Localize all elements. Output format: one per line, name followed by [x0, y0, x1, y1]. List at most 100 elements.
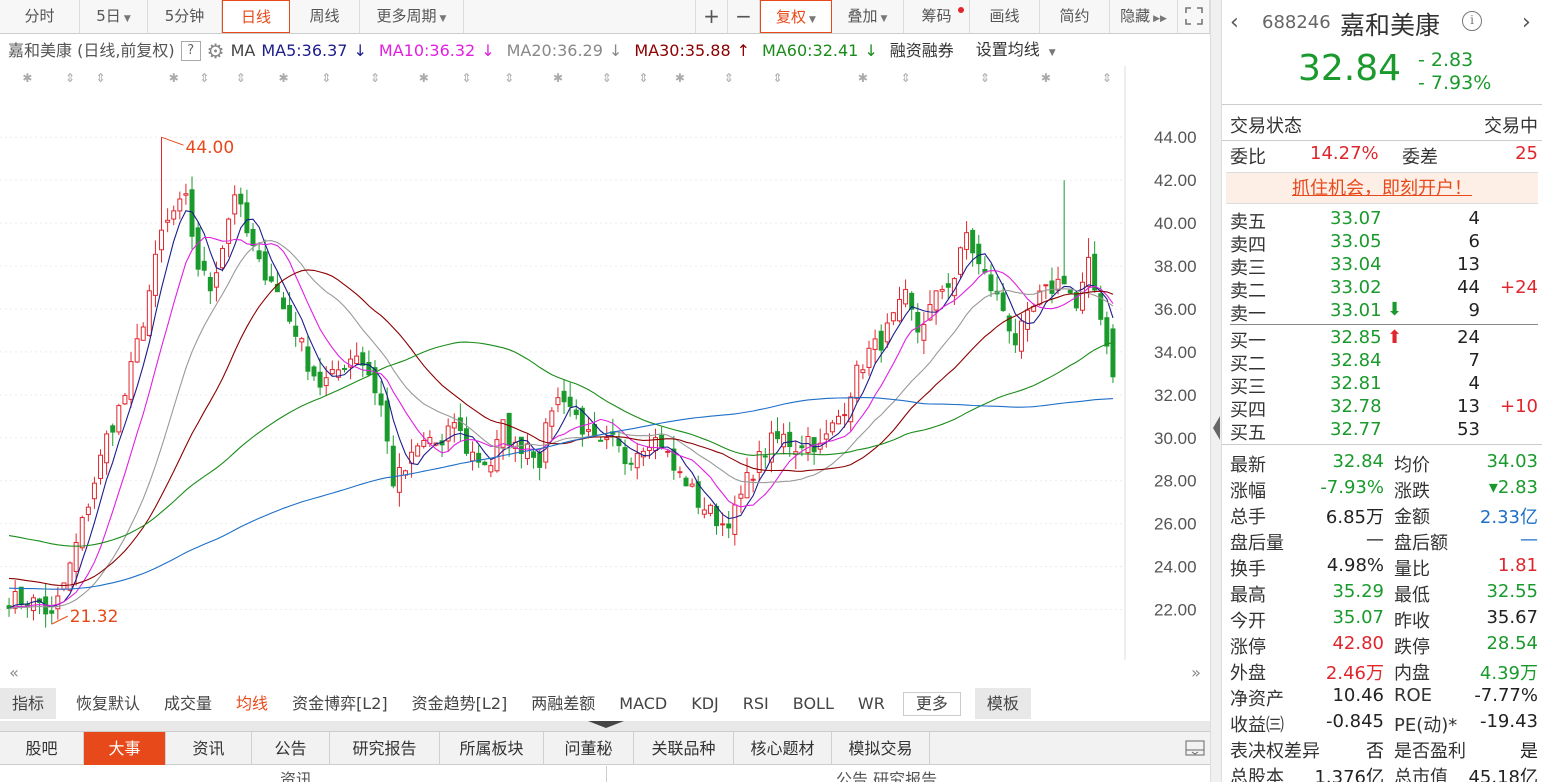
zoom-out-button[interactable]: −: [728, 0, 760, 33]
tab-events[interactable]: 大事: [84, 732, 166, 765]
event-marker-icon[interactable]: ⇕: [980, 71, 990, 85]
back-chevron-icon[interactable]: ‹: [1230, 10, 1239, 35]
event-marker-icon[interactable]: ⇕: [504, 71, 514, 85]
event-marker-icon[interactable]: ⇕: [370, 71, 380, 85]
margin-trading-link[interactable]: 融资融券: [889, 41, 954, 60]
tab-restore-default[interactable]: 恢复默认: [76, 694, 141, 713]
stats-row: 表决权差异 否是否盈利 是: [1230, 737, 1538, 762]
event-marker-icon[interactable]: ✱: [1041, 71, 1051, 85]
ask-row[interactable]: 卖二 33.02 44 +24: [1230, 277, 1538, 302]
ask-row[interactable]: 卖一 33.01 9: [1230, 300, 1538, 325]
tab-more-periods[interactable]: 更多周期 ▼: [360, 0, 464, 33]
event-marker-icon[interactable]: ⇕: [321, 71, 331, 85]
tab-rsi[interactable]: RSI: [742, 694, 769, 713]
event-marker-icon[interactable]: ⇕: [724, 71, 734, 85]
tab-margin-diff[interactable]: 两融差额: [531, 694, 596, 713]
ask-row[interactable]: 卖四 33.05 6: [1230, 231, 1538, 256]
open-account-banner[interactable]: 抓住机会，即刻开户！: [1226, 172, 1538, 204]
event-marker-icon[interactable]: ✱: [169, 71, 179, 85]
tab-macd[interactable]: MACD: [619, 694, 668, 713]
tab-moving-average[interactable]: 均线: [236, 694, 269, 713]
tab-5min[interactable]: 5分钟: [148, 0, 222, 33]
event-marker-icon[interactable]: ✱: [675, 71, 685, 85]
tab-volume[interactable]: 成交量: [164, 694, 213, 713]
fullscreen-icon: [1184, 7, 1203, 25]
event-marker-icon[interactable]: ✱: [553, 71, 563, 85]
event-marker-icon[interactable]: ✱: [22, 71, 32, 85]
chevron-down-icon: ▼: [123, 14, 131, 24]
tab-weekly[interactable]: 周线: [290, 0, 360, 33]
panel-splitter[interactable]: [1210, 0, 1222, 782]
event-marker-icon[interactable]: ⇕: [65, 71, 75, 85]
overlay-button[interactable]: 叠加 ▼: [832, 0, 904, 33]
tab-announcements[interactable]: 公告: [252, 732, 330, 765]
candle: [555, 397, 561, 406]
fullscreen-button[interactable]: [1178, 0, 1210, 33]
hide-button[interactable]: 隐藏 ▶▶: [1110, 0, 1178, 33]
event-marker-icon[interactable]: ⇕: [199, 71, 209, 85]
event-marker-icon[interactable]: ⇕: [901, 71, 911, 85]
candle: [207, 276, 213, 292]
candle: [677, 471, 683, 474]
tab-5day[interactable]: 5日 ▼: [80, 0, 148, 33]
tab-indicator[interactable]: 指标: [0, 688, 57, 719]
tab-boll[interactable]: BOLL: [792, 694, 834, 713]
tab-daily[interactable]: 日线: [222, 0, 290, 33]
info-icon[interactable]: i: [1462, 11, 1482, 31]
tab-ask-secretary[interactable]: 问董秘: [544, 732, 634, 765]
gear-icon[interactable]: ⚙: [206, 39, 225, 63]
panel-divider[interactable]: [0, 721, 1210, 731]
tab-related[interactable]: 关联品种: [634, 732, 734, 765]
tab-research[interactable]: 研究报告: [330, 732, 440, 765]
set-ma-dropdown[interactable]: 设置均线 ▼: [976, 35, 1062, 68]
bid-row[interactable]: 买三 32.81 4: [1230, 373, 1538, 398]
candle: [671, 448, 677, 471]
tab-sectors[interactable]: 所属板块: [440, 732, 544, 765]
tab-forum[interactable]: 股吧: [0, 732, 84, 765]
tab-sim-trading[interactable]: 模拟交易: [832, 732, 930, 765]
event-marker-icon[interactable]: ⇕: [602, 71, 612, 85]
scroll-right-icon[interactable]: »: [1191, 663, 1201, 682]
event-marker-icon[interactable]: ⇕: [1102, 71, 1112, 85]
help-button[interactable]: ?: [180, 41, 201, 61]
tab-kdj[interactable]: KDJ: [691, 694, 719, 713]
candle: [317, 371, 323, 388]
event-marker-icon[interactable]: ⇕: [96, 71, 106, 85]
event-marker-icon[interactable]: ⇕: [773, 71, 783, 85]
tab-template[interactable]: 模板: [974, 688, 1031, 719]
ask-row[interactable]: 卖三 33.04 13: [1230, 254, 1538, 279]
bid-row[interactable]: 买二 32.84 7: [1230, 350, 1538, 375]
event-marker-icon[interactable]: ⇕: [638, 71, 648, 85]
candle: [836, 415, 841, 425]
collapse-arrow-icon[interactable]: [588, 721, 624, 728]
collapse-left-icon[interactable]: [1213, 416, 1220, 440]
next-chevron-icon[interactable]: ›: [1522, 10, 1531, 35]
layout-toggle-icon[interactable]: [1180, 732, 1210, 764]
event-marker-icon[interactable]: ✱: [419, 71, 429, 85]
bid-row[interactable]: 买一 32.85 24: [1230, 327, 1538, 352]
event-marker-icon[interactable]: ✱: [858, 71, 868, 85]
kline-chart[interactable]: 22.00 24.00 26.00 28.00 30.00 32.00 34.00 36.00…: [0, 66, 1210, 660]
ask-row[interactable]: 卖五 33.07 4: [1230, 208, 1538, 233]
tab-minute[interactable]: 分时: [0, 0, 80, 33]
ma10-text: MA10:36.32: [378, 41, 476, 60]
simple-button[interactable]: 简约: [1040, 0, 1110, 33]
event-marker-icon[interactable]: ✱: [279, 71, 289, 85]
tab-fund-game[interactable]: 资金博弈[L2]: [292, 694, 388, 713]
chips-button[interactable]: 筹码: [904, 0, 970, 33]
bid-row[interactable]: 买五 32.77 53: [1230, 419, 1538, 444]
event-marker-icon[interactable]: ⇕: [461, 71, 471, 85]
candle: [1110, 328, 1116, 378]
adjust-button[interactable]: 复权 ▼: [760, 0, 832, 33]
event-marker-icon[interactable]: ⇕: [236, 71, 246, 85]
draw-button[interactable]: 画线: [970, 0, 1040, 33]
tab-core-themes[interactable]: 核心题材: [734, 732, 832, 765]
zoom-in-button[interactable]: +: [696, 0, 728, 33]
scroll-left-icon[interactable]: «: [9, 663, 19, 682]
tab-news[interactable]: 资讯: [166, 732, 252, 765]
tab-fund-trend[interactable]: 资金趋势[L2]: [411, 694, 508, 713]
tab-more[interactable]: 更多: [902, 691, 961, 716]
tab-wr[interactable]: WR: [857, 694, 885, 713]
bid-row[interactable]: 买四 32.78 13 +10: [1230, 396, 1538, 421]
candle: [323, 377, 329, 387]
